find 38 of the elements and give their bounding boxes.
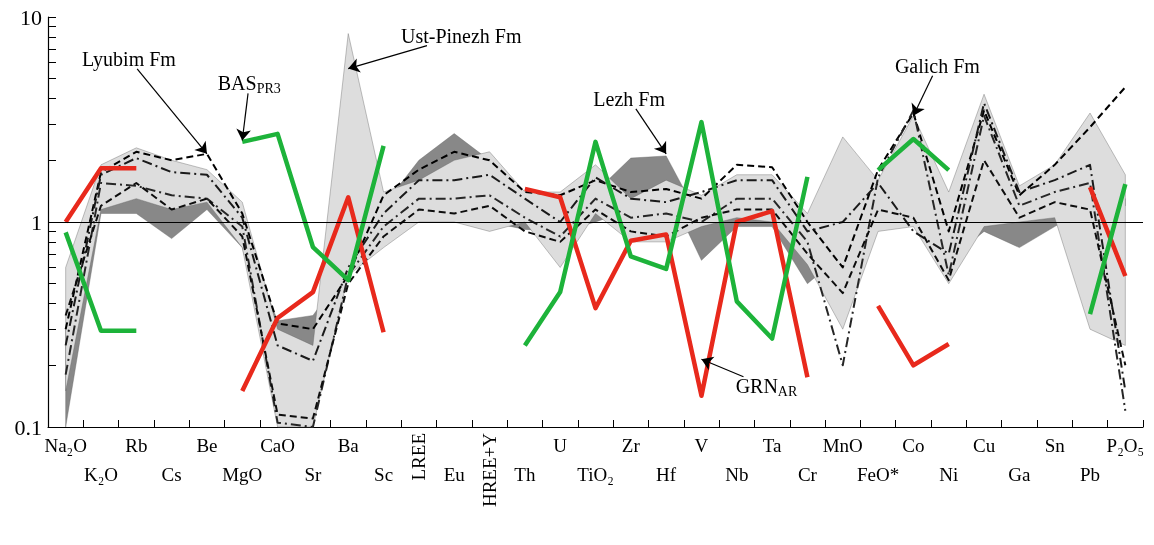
annotation: Lezh Fm bbox=[593, 87, 666, 110]
x-tick-label: P₂O₅ bbox=[1106, 435, 1145, 456]
x-tick-label: Co bbox=[902, 435, 925, 456]
x-tick-label: LREE bbox=[408, 433, 430, 481]
x-tick-label: Ta bbox=[762, 435, 783, 456]
x-tick-label: Pb bbox=[1079, 464, 1101, 485]
y-tick-label: 0.1 bbox=[14, 414, 42, 440]
x-tick-label: Zr bbox=[621, 435, 641, 456]
x-tick-label: Sr bbox=[304, 464, 323, 485]
x-tick-label: CaO bbox=[260, 435, 296, 456]
x-tick-label: Cs bbox=[161, 464, 182, 485]
x-tick-label: Nb bbox=[725, 464, 749, 485]
x-tick-label: Na₂O bbox=[44, 435, 87, 456]
y-tick-label: 10 bbox=[20, 4, 42, 30]
x-tick-label: U bbox=[553, 435, 568, 456]
x-tick-label: Rb bbox=[125, 435, 148, 456]
x-tick-label: Cu bbox=[972, 435, 996, 456]
x-tick-label: Th bbox=[514, 464, 536, 485]
x-tick-label: Ga bbox=[1008, 464, 1032, 485]
x-tick-label: Eu bbox=[443, 464, 466, 485]
x-tick-label: Ba bbox=[337, 435, 360, 456]
x-tick-label: Sn bbox=[1044, 435, 1066, 456]
x-tick-label: Sc bbox=[374, 464, 394, 485]
x-tick-label: Be bbox=[196, 435, 218, 456]
x-tick-label: Ni bbox=[939, 464, 959, 485]
x-tick-label: MgO bbox=[222, 464, 263, 485]
x-tick-label: Hf bbox=[656, 464, 677, 485]
x-tick-label: Cr bbox=[797, 464, 818, 485]
x-tick-label: K₂O bbox=[83, 464, 119, 485]
x-tick-label: HREE+Y bbox=[479, 432, 501, 508]
x-tick-label: TiO₂ bbox=[577, 464, 614, 485]
y-tick-label: 1 bbox=[31, 209, 42, 235]
x-tick-label: MnO bbox=[822, 435, 863, 456]
annotation: Lyubim Fm bbox=[82, 47, 177, 71]
annotation: Ust-Pinezh Fm bbox=[400, 24, 522, 47]
x-tick-label: V bbox=[694, 435, 709, 456]
x-tick-label: FeO* bbox=[856, 464, 900, 485]
annotation: Galich Fm bbox=[894, 54, 981, 77]
